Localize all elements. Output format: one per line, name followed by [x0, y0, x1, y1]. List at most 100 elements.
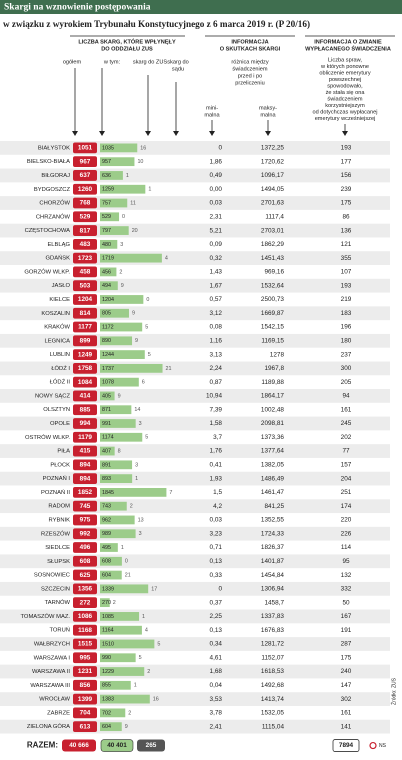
total-box — [73, 266, 97, 278]
zus-bar — [100, 391, 115, 401]
zus-value: 1204 — [102, 297, 114, 303]
total-box — [73, 500, 97, 512]
total-value: 1515 — [78, 641, 93, 648]
min-value: 0,00 — [210, 186, 223, 193]
max-value: 1096,17 — [261, 172, 285, 179]
row-background — [0, 168, 390, 183]
total-value: 704 — [80, 710, 91, 717]
branch-name: KRAKÓW — [44, 324, 70, 331]
zus-value: 1078 — [102, 380, 114, 386]
min-value: 2,25 — [210, 613, 223, 620]
row-background — [0, 333, 390, 348]
court-value: 0 — [146, 297, 149, 303]
column-label: ogółem — [63, 59, 82, 65]
zus-bar — [100, 446, 115, 456]
max-value: 1492,68 — [261, 682, 285, 689]
zus-value: 495 — [102, 545, 111, 551]
branch-name: GORZÓW WLKP. — [24, 268, 70, 275]
row-background — [0, 444, 390, 458]
total-box — [73, 611, 97, 622]
total-value: 975 — [80, 517, 91, 524]
total-value: 1852 — [78, 489, 93, 496]
row-background — [0, 141, 390, 155]
min-value: 2,31 — [210, 213, 223, 220]
change-count: 332 — [341, 586, 352, 593]
zus-value: 604 — [102, 724, 111, 730]
zus-value: 608 — [102, 559, 111, 565]
zus-bar — [100, 584, 149, 594]
branch-name: TORUŃ — [49, 627, 70, 634]
branch-name: KIELCE — [49, 297, 70, 303]
court-value: 6 — [142, 380, 145, 386]
change-count: 180 — [341, 337, 352, 344]
court-value: 20 — [132, 228, 138, 234]
zus-value: 1719 — [102, 256, 114, 262]
row-background — [0, 389, 390, 403]
min-value: 1,67 — [210, 282, 223, 289]
row-background — [0, 223, 390, 238]
court-value: 8 — [118, 448, 121, 454]
branch-name: SŁUPSK — [47, 559, 70, 565]
change-count: 193 — [341, 282, 352, 289]
total-value: 613 — [80, 723, 91, 730]
zus-value: 1085 — [102, 614, 114, 620]
court-value: 2 — [128, 710, 131, 716]
min-value: 0,03 — [210, 200, 223, 207]
zus-bar — [100, 336, 133, 346]
zus-bar — [100, 529, 136, 539]
row-background — [0, 361, 390, 376]
court-value: 1 — [148, 187, 151, 193]
max-value: 2500,73 — [261, 296, 285, 303]
zus-bar — [100, 226, 129, 235]
max-value: 1454,84 — [261, 572, 285, 579]
change-count: 157 — [341, 462, 352, 469]
totals-box — [100, 739, 134, 752]
zus-bar — [100, 432, 143, 442]
change-count: 302 — [341, 696, 352, 703]
branch-name: LEGNICA — [45, 338, 71, 344]
max-value: 1281,72 — [261, 641, 285, 648]
zus-bar — [100, 212, 120, 222]
branch-name: NOWY SĄCZ — [35, 393, 70, 399]
zus-bar — [100, 488, 167, 497]
court-value: 1 — [126, 173, 129, 179]
max-value: 1676,83 — [261, 627, 285, 634]
total-value: 995 — [80, 654, 91, 661]
change-count: 191 — [341, 627, 352, 634]
court-value: 10 — [137, 159, 143, 165]
column-label: malna — [204, 112, 220, 118]
column-heading: INFORMACJA — [231, 39, 268, 45]
min-value: 0,87 — [210, 379, 223, 386]
court-value: 9 — [132, 311, 135, 317]
min-value: 0,13 — [210, 627, 223, 634]
court-value: 2 — [147, 669, 150, 675]
zus-value: 1737 — [102, 366, 114, 372]
total-value: 1086 — [78, 613, 93, 620]
court-value: 11 — [130, 200, 136, 206]
min-value: 0,13 — [210, 558, 223, 565]
zus-bar — [100, 625, 142, 635]
zus-value: 405 — [102, 393, 111, 399]
branch-name: GDAŃSK — [46, 255, 71, 262]
min-value: 1,43 — [210, 269, 223, 276]
branch-name: PŁOCK — [50, 462, 70, 468]
total-value: 414 — [80, 393, 91, 400]
total-value: 894 — [80, 475, 91, 482]
change-count: 94 — [342, 393, 350, 400]
total-value: 483 — [80, 241, 91, 248]
totals-box — [137, 739, 165, 752]
min-value: 0,03 — [210, 517, 223, 524]
court-value: 2 — [130, 504, 133, 510]
zus-bar — [100, 267, 117, 277]
total-box — [73, 569, 97, 581]
max-value: 1278 — [270, 351, 285, 358]
zus-value: 1229 — [102, 669, 114, 675]
title-bar — [0, 0, 402, 14]
zus-value: 702 — [102, 710, 111, 716]
branch-name: OSTRÓW WLKP. — [25, 434, 70, 441]
change-count: 245 — [341, 420, 352, 427]
total-value: 1723 — [78, 255, 93, 262]
row-background — [0, 526, 390, 541]
zus-value: 407 — [102, 448, 111, 454]
total-value: 1084 — [78, 379, 93, 386]
